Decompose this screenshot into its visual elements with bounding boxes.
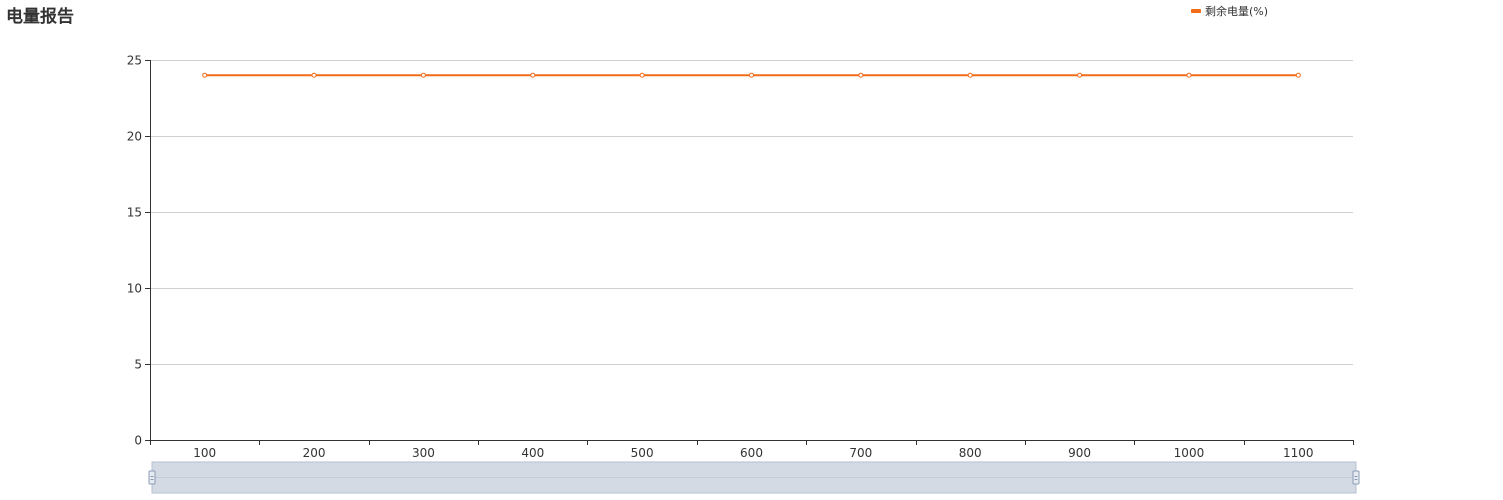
legend[interactable]: 剩余电量(%)	[1191, 3, 1268, 19]
grid-lines	[150, 60, 1353, 365]
x-tick-label: 600	[740, 446, 763, 460]
data-point	[530, 72, 536, 78]
data-point	[858, 72, 864, 78]
y-tick-label: 10	[127, 282, 142, 296]
axes	[145, 60, 1354, 445]
legend-label: 剩余电量(%)	[1205, 5, 1269, 18]
y-tick-label: 20	[127, 130, 142, 144]
data-point	[639, 72, 645, 78]
x-tick-label: 200	[303, 446, 326, 460]
y-tick-label: 25	[127, 54, 142, 68]
slider-handle-right[interactable]	[1352, 470, 1360, 485]
legend-swatch	[1191, 9, 1201, 13]
data-point	[749, 72, 754, 78]
series-line-group	[202, 72, 1301, 78]
x-tick-label: 1100	[1283, 446, 1314, 460]
data-point	[202, 72, 208, 78]
data-point	[967, 72, 973, 78]
x-tick-label: 700	[849, 446, 872, 460]
page-title: 电量报告	[6, 7, 74, 27]
data-point	[311, 72, 317, 78]
x-tick-label: 900	[1068, 446, 1091, 460]
data-point	[420, 72, 426, 78]
x-tick-label: 400	[521, 446, 544, 460]
slider-handle-left[interactable]	[148, 470, 156, 485]
x-tick-label: 800	[959, 446, 982, 460]
x-tick-label: 1000	[1174, 446, 1205, 460]
x-tick-label: 300	[412, 446, 435, 460]
x-tick-label: 500	[631, 446, 654, 460]
data-zoom-slider[interactable]	[148, 461, 1360, 494]
y-tick-label: 15	[127, 206, 142, 220]
x-tick-labels: 100 200 300 400 500 600 700 800 900 1000 1100	[193, 446, 1313, 460]
y-tick-labels: 0 5 10 15 20 25	[127, 54, 142, 448]
y-tick-label: 0	[134, 434, 142, 448]
y-tick-label: 5	[134, 358, 142, 372]
data-point	[1295, 72, 1301, 78]
x-tick-label: 100	[193, 446, 216, 460]
data-point	[1186, 72, 1192, 78]
data-point	[1077, 72, 1083, 78]
